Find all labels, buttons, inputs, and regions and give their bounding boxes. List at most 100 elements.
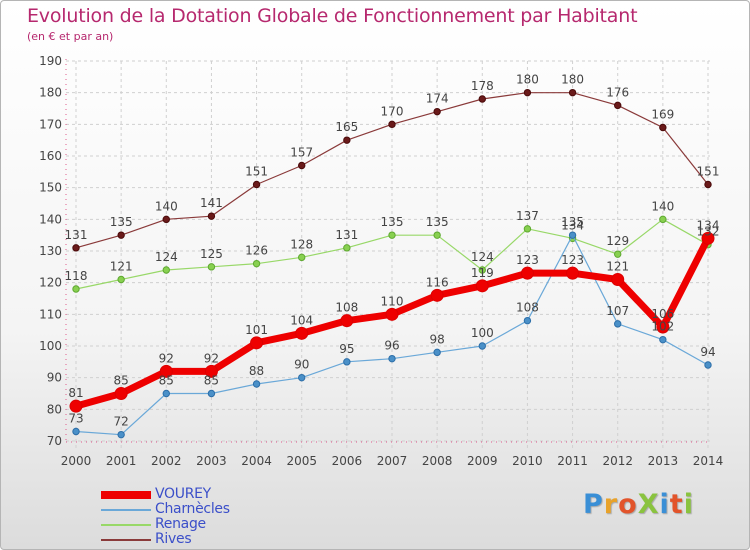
logo-letter: i [683,489,694,520]
data-label: 118 [65,269,88,283]
data-label: 131 [65,228,88,242]
data-point [343,244,351,252]
data-point [343,358,351,366]
data-point [117,275,125,284]
data-point [340,314,354,328]
x-tick-label: 2011 [557,454,588,468]
data-label: 141 [200,196,223,210]
y-tick-label: 190 [39,54,62,68]
data-point [252,180,261,189]
data-label: 95 [339,342,354,356]
data-label: 169 [651,108,674,122]
data-label: 72 [114,415,129,429]
data-label: 157 [290,146,313,160]
data-point [520,266,534,280]
data-label: 104 [290,313,313,327]
legend-item: Rives [101,531,301,547]
logo-letter: i [659,489,670,520]
y-tick-label: 180 [39,86,62,100]
data-point [659,123,667,132]
data-point [388,120,396,129]
data-label: 106 [651,307,674,321]
data-point [478,342,486,350]
data-point [298,161,306,170]
data-point [298,373,306,382]
legend-label: Rives [155,531,192,547]
x-tick-label: 2008 [422,454,453,468]
data-point [701,231,715,245]
data-point [659,335,667,344]
y-tick-label: 110 [39,307,62,321]
y-tick-label: 120 [39,276,62,290]
data-label: 140 [155,199,178,213]
data-label: 135 [426,215,449,229]
data-label: 140 [651,199,674,213]
data-label: 108 [516,301,539,315]
data-point [478,95,486,103]
data-label: 180 [561,73,584,87]
data-point [704,180,712,189]
data-point [614,320,622,328]
data-label: 135 [561,215,584,229]
data-point [478,266,486,274]
legend-swatch [101,524,151,526]
x-tick-label: 2012 [602,454,633,468]
data-point [614,250,622,258]
data-point [433,231,441,239]
data-point [568,231,577,239]
y-tick-label: 130 [39,244,62,258]
legend-item: Charnècles [101,501,301,517]
data-label: 101 [245,323,268,337]
data-point [204,364,218,378]
data-label: 151 [697,165,720,179]
data-label: 165 [335,120,358,134]
legend-label: Renage [155,516,206,532]
data-point [114,387,128,400]
data-label: 124 [155,250,178,264]
data-point [159,364,173,378]
data-point [162,266,170,274]
data-point [207,389,216,398]
data-label: 123 [516,253,539,267]
data-label: 137 [516,209,539,223]
data-point [388,231,396,239]
data-point [162,389,170,398]
logo-letter: r [603,489,619,520]
data-point [430,288,444,302]
x-tick-label: 2010 [512,454,543,468]
data-point [566,266,580,280]
data-label: 151 [245,165,268,179]
data-point [611,273,625,286]
logo-letter: t [669,489,684,520]
data-label: 126 [245,244,268,258]
data-label: 85 [159,374,174,388]
data-label: 96 [384,339,399,353]
data-point [252,259,261,268]
legend-label: VOUREY [155,486,211,502]
data-point [72,285,80,293]
data-label: 128 [290,237,313,251]
data-label: 170 [381,104,404,118]
legend-item: Renage [101,516,301,532]
data-point [656,320,670,334]
legend-swatch [101,509,151,511]
data-label: 100 [471,326,494,340]
data-point [433,348,441,357]
data-label: 102 [651,320,674,334]
data-label: 110 [381,294,404,308]
data-label: 119 [471,266,494,280]
x-tick-label: 2005 [286,454,317,468]
legend-label: Charnècles [155,501,230,517]
data-label: 135 [381,215,404,229]
data-point [295,326,309,340]
data-point [523,225,532,233]
legend: VOUREY Charnècles Renage Rives [101,486,301,547]
logo-letter: o [618,489,638,520]
data-point [659,215,667,224]
data-label: 131 [335,228,358,242]
data-label: 176 [606,85,629,99]
data-label: 121 [110,260,133,274]
data-point [117,430,125,439]
